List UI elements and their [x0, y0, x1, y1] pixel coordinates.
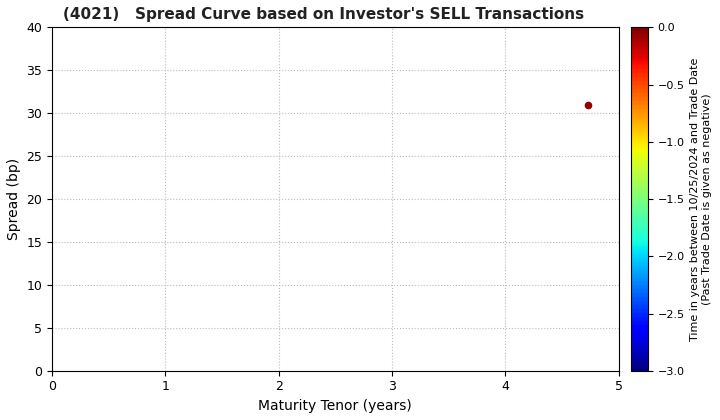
Point	[582, 101, 594, 108]
Text: (4021)   Spread Curve based on Investor's SELL Transactions: (4021) Spread Curve based on Investor's …	[63, 7, 585, 22]
Y-axis label: Spread (bp): Spread (bp)	[7, 158, 21, 240]
X-axis label: Maturity Tenor (years): Maturity Tenor (years)	[258, 399, 412, 413]
Y-axis label: Time in years between 10/25/2024 and Trade Date
(Past Trade Date is given as neg: Time in years between 10/25/2024 and Tra…	[690, 58, 712, 341]
